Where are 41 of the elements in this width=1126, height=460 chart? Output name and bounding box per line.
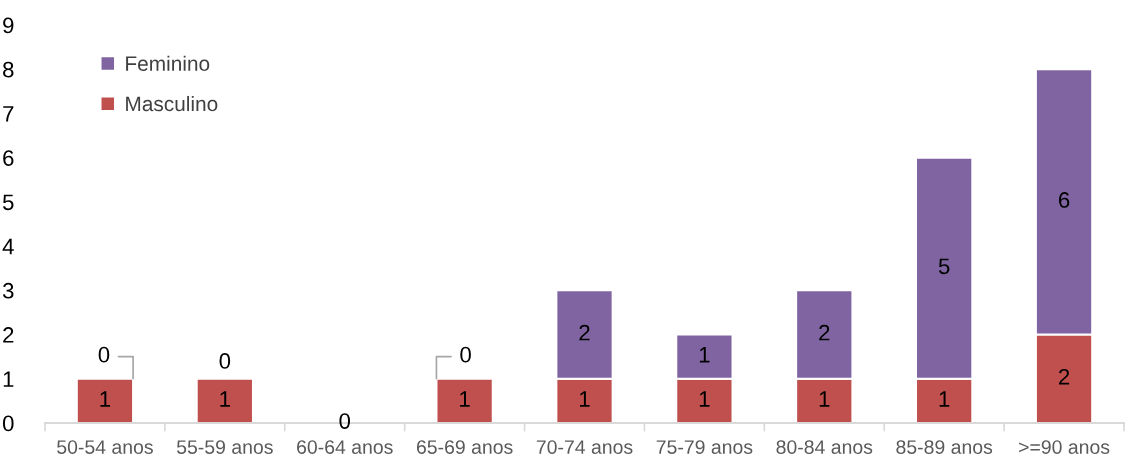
legend-label: Masculino (126, 95, 218, 112)
bar (435, 377, 494, 423)
data-label: 1 (580, 391, 590, 407)
data-label: 1 (699, 347, 710, 363)
x-tick-label: 80-84 anos (776, 440, 873, 454)
x-tick-label: 70-74 anos (536, 440, 633, 454)
bar (75, 377, 135, 423)
y-tick-label: 0 (2, 415, 14, 432)
legend-label: Feminino (126, 55, 210, 71)
data-label: 0 (98, 346, 110, 363)
data-label: 0 (219, 353, 231, 369)
y-tick-label: 7 (3, 106, 14, 122)
y-tick-label: 1 (3, 371, 14, 387)
x-tick-label: 85-89 anos (896, 440, 993, 454)
data-label: 0 (339, 413, 351, 429)
x-tick-label: 75-79 anos (656, 440, 753, 454)
data-label: 5 (938, 258, 950, 275)
y-tick-label: 3 (2, 282, 14, 299)
data-label: 1 (100, 391, 111, 407)
data-label: 2 (1058, 369, 1070, 385)
y-tick-label: 9 (3, 17, 14, 34)
y-tick-label: 2 (3, 327, 14, 343)
x-tick-label: >=90 anos (1019, 440, 1110, 454)
data-label: 6 (1059, 192, 1070, 208)
data-label: 1 (699, 391, 710, 407)
x-tick-label: 65-69 anos (416, 440, 513, 454)
data-label: 1 (939, 391, 950, 407)
x-tick-label: 60-64 anos (297, 440, 393, 454)
data-label: 1 (220, 391, 230, 407)
data-label: 0 (460, 346, 471, 363)
y-tick-label: 8 (3, 61, 14, 78)
x-tick-label: 50-54 anos (57, 440, 153, 454)
y-tick-label: 5 (2, 194, 14, 211)
data-label: 1 (819, 391, 830, 407)
x-tick-label: 55-59 anos (176, 440, 273, 454)
bar (195, 377, 255, 423)
data-label: 1 (460, 391, 470, 407)
data-label: 2 (819, 324, 830, 341)
y-tick-label: 4 (2, 238, 14, 255)
y-tick-label: 6 (3, 150, 14, 166)
data-label: 2 (579, 324, 590, 341)
